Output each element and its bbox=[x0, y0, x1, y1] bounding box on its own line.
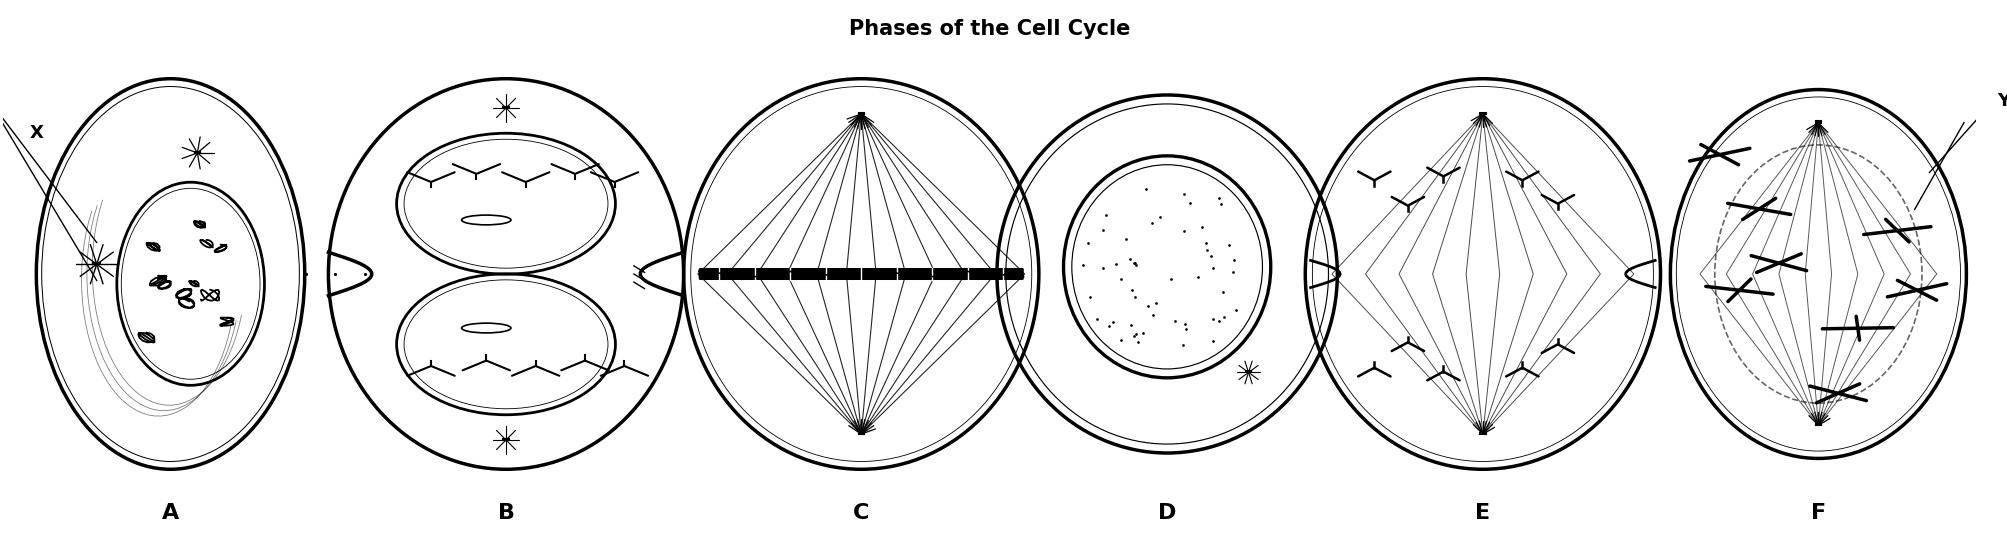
Text: E: E bbox=[1475, 503, 1491, 523]
FancyBboxPatch shape bbox=[913, 269, 951, 279]
FancyBboxPatch shape bbox=[983, 269, 1024, 279]
FancyBboxPatch shape bbox=[698, 269, 739, 279]
Text: D: D bbox=[1158, 503, 1176, 523]
FancyBboxPatch shape bbox=[807, 269, 845, 279]
FancyBboxPatch shape bbox=[877, 269, 917, 279]
FancyBboxPatch shape bbox=[841, 269, 881, 279]
Text: F: F bbox=[1810, 503, 1826, 523]
FancyBboxPatch shape bbox=[947, 269, 987, 279]
Ellipse shape bbox=[1064, 156, 1270, 378]
FancyBboxPatch shape bbox=[771, 269, 811, 279]
Text: B: B bbox=[498, 503, 514, 523]
Text: Phases of the Cell Cycle: Phases of the Cell Cycle bbox=[849, 19, 1130, 39]
Text: C: C bbox=[853, 503, 869, 523]
FancyBboxPatch shape bbox=[735, 269, 775, 279]
Text: Y: Y bbox=[1997, 92, 2007, 110]
Text: X: X bbox=[30, 124, 44, 142]
Text: A: A bbox=[163, 503, 179, 523]
